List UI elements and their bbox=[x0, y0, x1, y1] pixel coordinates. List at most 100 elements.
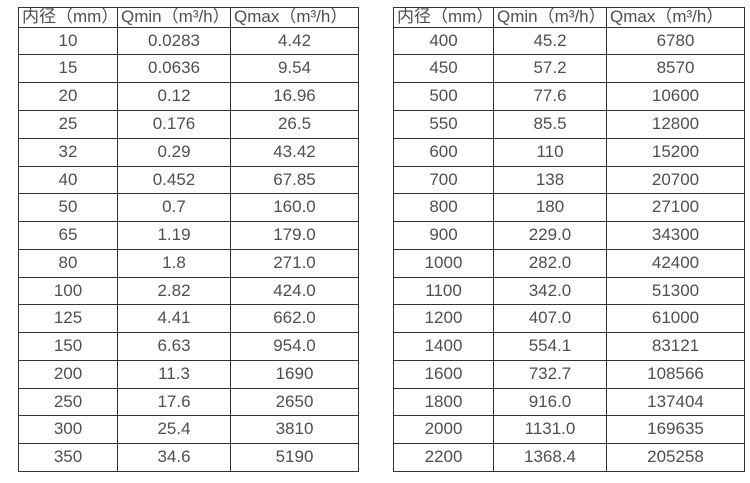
table-cell: 800 bbox=[393, 193, 494, 223]
table-row: 80 1.8 271.0 bbox=[18, 248, 359, 278]
table-cell: 732.7 bbox=[493, 359, 607, 389]
table-cell: 1000 bbox=[393, 248, 494, 278]
table-cell: 424.0 bbox=[230, 276, 359, 306]
table-cell: 1100 bbox=[393, 276, 494, 306]
table-cell: 2200 bbox=[393, 443, 494, 472]
table-cell: 4.41 bbox=[117, 304, 231, 334]
table-cell: 85.5 bbox=[493, 109, 607, 139]
table-cell: 40 bbox=[18, 165, 118, 195]
table-cell: 67.85 bbox=[230, 165, 359, 195]
table-cell: 0.176 bbox=[117, 109, 231, 139]
table-cell: 407.0 bbox=[493, 304, 607, 334]
table-row: 2000 1131.0 169635 bbox=[393, 415, 745, 445]
table-cell: 2000 bbox=[393, 415, 494, 445]
table-row: 700 138 20700 bbox=[393, 165, 745, 195]
col-header-qmax: Qmax（m³/h） bbox=[230, 7, 359, 28]
table-cell: 100 bbox=[18, 276, 118, 306]
table-row: 350 34.6 5190 bbox=[18, 443, 359, 472]
table-cell: 34.6 bbox=[117, 443, 231, 472]
table-cell: 300 bbox=[18, 415, 118, 445]
col-header-qmax: Qmax（m³/h） bbox=[606, 7, 745, 28]
table-cell: 900 bbox=[393, 221, 494, 250]
header-row: 内径（mm） Qmin（m³/h） Qmax（m³/h） bbox=[393, 7, 745, 28]
table-row: 1400 554.1 83121 bbox=[393, 332, 745, 361]
table-cell: 160.0 bbox=[230, 193, 359, 223]
table-cell: 1.8 bbox=[117, 248, 231, 278]
table-cell: 11.3 bbox=[117, 359, 231, 389]
table-cell: 15 bbox=[18, 54, 118, 84]
table-cell: 27100 bbox=[606, 193, 745, 223]
table-cell: 600 bbox=[393, 137, 494, 167]
table-cell: 10 bbox=[18, 26, 118, 56]
table-cell: 450 bbox=[393, 54, 494, 84]
table-cell: 271.0 bbox=[230, 248, 359, 278]
table-row: 15 0.0636 9.54 bbox=[18, 54, 359, 84]
table-row: 125 4.41 662.0 bbox=[18, 304, 359, 334]
table-cell: 0.12 bbox=[117, 82, 231, 111]
table-row: 500 77.6 10600 bbox=[393, 82, 745, 111]
table-row: 400 45.2 6780 bbox=[393, 26, 745, 56]
table-cell: 229.0 bbox=[493, 221, 607, 250]
table-cell: 17.6 bbox=[117, 387, 231, 417]
table-cell: 15200 bbox=[606, 137, 745, 167]
table-cell: 1400 bbox=[393, 332, 494, 361]
table-cell: 400 bbox=[393, 26, 494, 56]
flow-table-small-diameters: 内径（mm） Qmin（m³/h） Qmax（m³/h） 10 0.0283 4.4… bbox=[18, 7, 359, 472]
table-cell: 200 bbox=[18, 359, 118, 389]
table-row: 250 17.6 2650 bbox=[18, 387, 359, 417]
table-cell: 77.6 bbox=[493, 82, 607, 111]
table-cell: 125 bbox=[18, 304, 118, 334]
table-cell: 179.0 bbox=[230, 221, 359, 250]
table-cell: 350 bbox=[18, 443, 118, 472]
table-cell: 662.0 bbox=[230, 304, 359, 334]
table-cell: 3810 bbox=[230, 415, 359, 445]
table-cell: 51300 bbox=[606, 276, 745, 306]
table-cell: 0.7 bbox=[117, 193, 231, 223]
table-cell: 205258 bbox=[606, 443, 745, 472]
table-row: 300 25.4 3810 bbox=[18, 415, 359, 445]
table-cell: 83121 bbox=[606, 332, 745, 361]
table-cell: 180 bbox=[493, 193, 607, 223]
table-row: 900 229.0 34300 bbox=[393, 221, 745, 250]
table-cell: 1800 bbox=[393, 387, 494, 417]
table-cell: 26.5 bbox=[230, 109, 359, 139]
table-cell: 138 bbox=[493, 165, 607, 195]
table-cell: 25 bbox=[18, 109, 118, 139]
table-cell: 32 bbox=[18, 137, 118, 167]
table-cell: 34300 bbox=[606, 221, 745, 250]
table-cell: 5190 bbox=[230, 443, 359, 472]
table-cell: 12800 bbox=[606, 109, 745, 139]
table-cell: 9.54 bbox=[230, 54, 359, 84]
table-row: 100 2.82 424.0 bbox=[18, 276, 359, 306]
table-cell: 0.452 bbox=[117, 165, 231, 195]
table-row: 800 180 27100 bbox=[393, 193, 745, 223]
table-row: 1100 342.0 51300 bbox=[393, 276, 745, 306]
table-cell: 50 bbox=[18, 193, 118, 223]
table-row: 40 0.452 67.85 bbox=[18, 165, 359, 195]
table-row: 65 1.19 179.0 bbox=[18, 221, 359, 250]
table-cell: 700 bbox=[393, 165, 494, 195]
table-row: 1200 407.0 61000 bbox=[393, 304, 745, 334]
table-cell: 550 bbox=[393, 109, 494, 139]
table-cell: 1600 bbox=[393, 359, 494, 389]
table-cell: 954.0 bbox=[230, 332, 359, 361]
table-cell: 8570 bbox=[606, 54, 745, 84]
table-row: 1600 732.7 108566 bbox=[393, 359, 745, 389]
table-row: 20 0.12 16.96 bbox=[18, 82, 359, 111]
table-cell: 0.29 bbox=[117, 137, 231, 167]
table-cell: 25.4 bbox=[117, 415, 231, 445]
table-cell: 1368.4 bbox=[493, 443, 607, 472]
table-row: 600 110 15200 bbox=[393, 137, 745, 167]
table-row: 25 0.176 26.5 bbox=[18, 109, 359, 139]
table-cell: 554.1 bbox=[493, 332, 607, 361]
table-cell: 16.96 bbox=[230, 82, 359, 111]
header-row: 内径（mm） Qmin（m³/h） Qmax（m³/h） bbox=[18, 7, 359, 28]
table-cell: 57.2 bbox=[493, 54, 607, 84]
table-row: 10 0.0283 4.42 bbox=[18, 26, 359, 56]
table-cell: 2.82 bbox=[117, 276, 231, 306]
col-header-diameter: 内径（mm） bbox=[393, 7, 494, 28]
table-row: 550 85.5 12800 bbox=[393, 109, 745, 139]
table-cell: 0.0283 bbox=[117, 26, 231, 56]
table-cell: 108566 bbox=[606, 359, 745, 389]
table-cell: 43.42 bbox=[230, 137, 359, 167]
